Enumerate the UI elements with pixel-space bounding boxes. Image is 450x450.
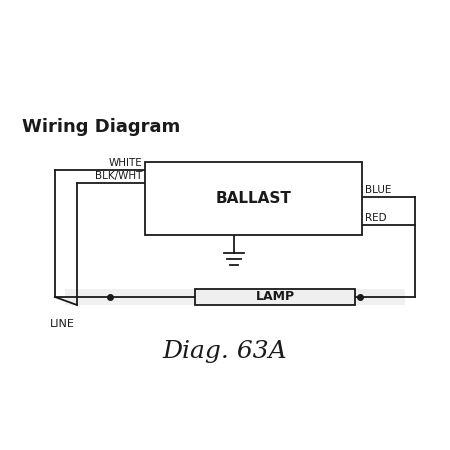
Text: LINE: LINE [50,319,75,329]
Text: LAMP: LAMP [256,291,295,303]
Text: RED: RED [365,213,387,223]
Bar [65,289,405,305]
Text: Wiring Diagram: Wiring Diagram [22,118,180,136]
Text: BLK/WHT: BLK/WHT [94,171,142,181]
Text: BALLAST: BALLAST [216,191,292,206]
Bar [195,289,355,305]
Text: BLUE: BLUE [365,185,392,195]
Text: WHITE: WHITE [108,158,142,168]
Text: Diag. 63A: Diag. 63A [163,340,287,363]
Bar [145,162,362,235]
